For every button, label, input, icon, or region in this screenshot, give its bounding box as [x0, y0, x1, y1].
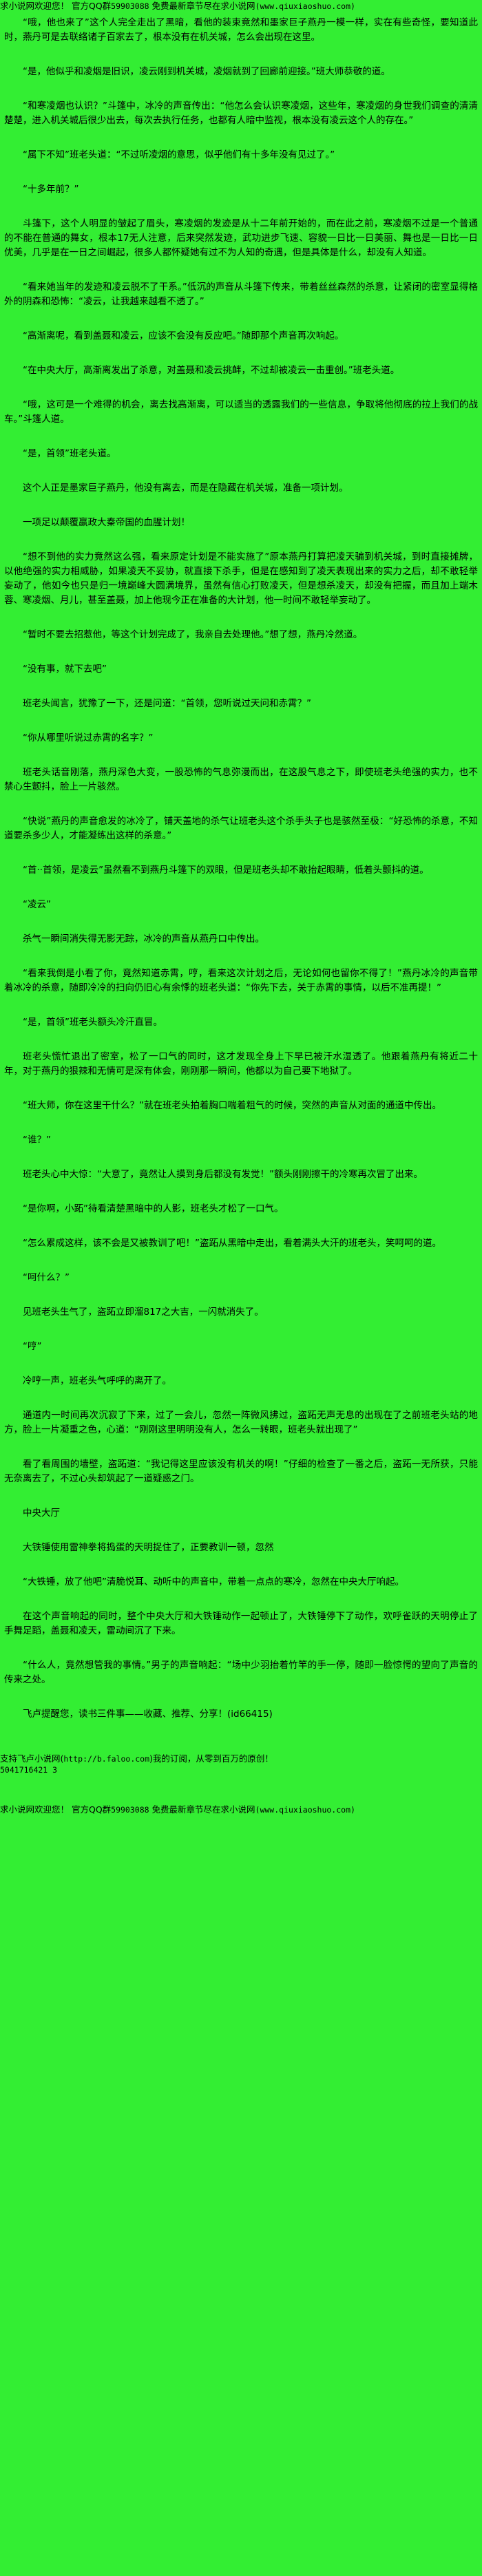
paragraph: “属下不知”班老头道：“不过听凌烟的意思，似乎他们有十多年没有见过了。” [23, 149, 335, 160]
paragraph: “想不到他的实力竟然这么强，看来原定计划是不能实施了”原本燕丹打算把凌天骗到机关… [4, 551, 478, 606]
paragraph: “怎么累成这样，该不会是又被教训了吧！”盗跖从黑暗中走出，看着满头大汗的班老头，… [23, 1238, 441, 1249]
paragraph: “没有事，就下去吧” [23, 664, 107, 675]
top-banner-site-url: (www.qiuxiaoshuo.com) [255, 1, 355, 11]
footer-support-line: 支持飞卢小说网(http://b.faloo.com)我的订阅，从零到百万的原创… [0, 1753, 482, 1764]
paragraph: “大铁锤，放了他吧”清脆悦耳、动听中的声音中，带着一点点的寒冷，忽然在中央大厅响… [23, 1576, 404, 1587]
top-banner-qq-number: 59903088 [111, 1, 149, 11]
paragraph: “在中央大厅，高渐离发出了杀意，对盖聂和凌云挑衅，不过却被凌云一击重创。”班老头… [23, 365, 400, 376]
footer-prefix: 支持飞卢小说网( [0, 1753, 64, 1764]
paragraph: “是，他似乎和凌烟是旧识，凌云刚到机关城，凌烟就到了回廊前迎接。”班大师恭敬的道… [23, 66, 390, 77]
paragraph: 班老头慌忙退出了密室，松了一口气的同时，这才发现全身上下早已被汗水湿透了。他跟着… [4, 1051, 478, 1077]
reading-reminder-text: 飞卢提醒您，读书三件事——收藏、推荐、分享！(id66415) [23, 1709, 273, 1720]
paragraph: “是，首领”班老头道。 [23, 448, 116, 459]
paragraph: 在这个声音响起的同时，整个中央大厅和大铁锤动作一起顿止了，大铁锤停下了动作，欢呼… [4, 1611, 478, 1636]
paragraph: “和寒凌烟也认识？”斗篷中，冰冷的声音传出：“他怎么会认识寒凌烟，这些年，寒凌烟… [4, 101, 478, 126]
top-banner-middle: 免费最新章节尽在求小说网 [149, 1, 255, 11]
paragraph: “是，首领”班老头额头冷汗直冒。 [23, 1017, 163, 1028]
paragraph: “哦，这可是一个难得的机会，离去找高渐离，可以适当的透露我们的一些信息，争取将他… [4, 399, 478, 425]
footer-suffix: )我的订阅，从零到百万的原创！ [149, 1753, 273, 1764]
paragraph: “首··首领，是凌云”虽然看不到燕丹斗篷下的双眼，但是班老头却不敢抬起眼睛，低着… [23, 865, 429, 876]
paragraph: 通道内一时间再次沉寂了下来，过了一会儿，忽然一阵微风拂过，盗跖无声无息的出现在了… [4, 1410, 478, 1435]
paragraph: “看来她当年的发迹和凌云脱不了干系。”低沉的声音从斗篷下传来，带着丝丝森然的杀意… [4, 282, 478, 307]
paragraph: 杀气一瞬间消失得无影无踪，冰冷的声音从燕丹口中传出。 [23, 933, 264, 944]
footer-id-number: 5041716421 3 [0, 1765, 58, 1775]
bottom-banner-prefix: 求小说网欢迎您！ 官方QQ群 [0, 1804, 112, 1815]
paragraph: 看了看周围的墙壁，盗跖道：“我记得这里应该没有机关的啊！”仔细的检查了一番之后，… [4, 1459, 478, 1484]
paragraph: 斗篷下，这个人明显的皱起了眉头，寒凌烟的发迹是从十二年前开始的，而在此之前，寒凌… [4, 218, 478, 258]
paragraph: 班老头话音刚落，燕丹深色大变，一股恐怖的气息弥漫而出，在这股气息之下，即使班老头… [4, 767, 478, 792]
paragraph: “呵什么？” [23, 1272, 70, 1283]
ad-gap [0, 1738, 482, 1753]
paragraph: “是你啊，小跖”待看清楚黑暗中的人影，班老头才松了一口气。 [23, 1203, 284, 1214]
paragraph: 一项足以颠覆嬴政大秦帝国的血腥计划！ [23, 517, 190, 528]
paragraph: “谁？” [23, 1134, 51, 1146]
reading-reminder-ad: 飞卢提醒您，读书三件事——收藏、推荐、分享！(id66415) [0, 1707, 482, 1722]
paragraph: “哼” [23, 1341, 42, 1352]
paragraph: “十多年前？” [23, 184, 79, 195]
top-banner-prefix: 求小说网欢迎您！ 官方QQ群 [0, 1, 112, 11]
section-heading: 中央大厅 [23, 1508, 60, 1519]
paragraph: “哦，他也来了”这个人完全走出了黑暗，看他的装束竟然和墨家巨子燕丹一模一样，实在… [4, 17, 478, 43]
paragraph: “什么人，竟然想管我的事情。”男子的声音响起：“场中少羽抬着竹竿的手一停，随即一… [4, 1660, 478, 1685]
paragraph: “高渐离呢，看到盖聂和凌云，应该不会没有反应吧。”随即那个声音再次响起。 [23, 330, 344, 341]
novel-reader-page: 求小说网欢迎您！ 官方QQ群59903088 免费最新章节尽在求小说网(www.… [0, 0, 482, 1815]
bottom-banner-qq-number: 59903088 [111, 1805, 149, 1815]
top-promo-banner: 求小说网欢迎您！ 官方QQ群59903088 免费最新章节尽在求小说网(www.… [0, 0, 482, 12]
bottom-promo-banner: 求小说网欢迎您！ 官方QQ群59903088 免费最新章节尽在求小说网(www.… [0, 1803, 482, 1815]
bottom-banner-site-url: (www.qiuxiaoshuo.com) [255, 1805, 355, 1815]
paragraph: “班大师，你在这里干什么？”就在班老头拍着胸口喘着粗气的时候，突然的声音从对面的… [23, 1100, 441, 1111]
paragraph: “你从哪里听说过赤霄的名字？” [23, 732, 154, 743]
paragraph: “看来我倒是小看了你，竟然知道赤霄，哼，看来这次计划之后，无论如何也留你不得了！… [4, 968, 478, 993]
paragraph: 大铁锤使用雷神拳将捣蛋的天明捉住了，正要教训一顿，忽然 [23, 1542, 274, 1553]
paragraph: 见班老头生气了，盗跖立即溜817之大吉，一闪就消失了。 [23, 1307, 264, 1318]
paragraph: 这个人正是墨家巨子燕丹，他没有离去，而是在隐藏在机关城，准备一项计划。 [23, 483, 348, 494]
chapter-content: “哦，他也来了”这个人完全走出了黑暗，看他的装束竟然和墨家巨子燕丹一模一样，实在… [0, 16, 482, 1687]
footer-gap [0, 1775, 482, 1803]
paragraph: “凌云” [23, 899, 51, 910]
paragraph: 班老头闻言，犹豫了一下，还是问道：“首领，您听说过天问和赤霄？” [23, 698, 311, 709]
footer-site-url[interactable]: http://b.faloo.com [63, 1754, 150, 1764]
bottom-banner-middle: 免费最新章节尽在求小说网 [149, 1804, 255, 1815]
paragraph: 冷哼一声，班老头气呼呼的离开了。 [23, 1375, 171, 1386]
paragraph: “暂时不要去招惹他，等这个计划完成了，我亲自去处理他。”想了想，燕丹冷然道。 [23, 629, 363, 640]
paragraph: “快说”燕丹的声音愈发的冰冷了，铺天盖地的杀气让班老头这个杀手头子也是骇然至极：… [4, 816, 478, 841]
paragraph: 班老头心中大惊：“大意了，竟然让人摸到身后都没有发觉！”额头刚刚擦干的冷寒再次冒… [23, 1169, 423, 1180]
